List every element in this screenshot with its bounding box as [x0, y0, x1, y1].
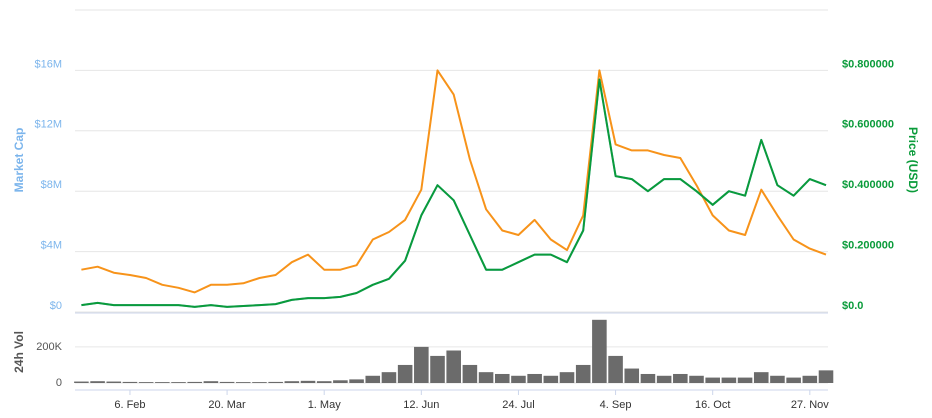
volume-axis-title: 24h Vol [12, 331, 26, 373]
y2-tick-label: $0.200000 [842, 240, 894, 252]
volume-bar [300, 380, 316, 383]
volume-bar [673, 373, 688, 383]
x-tick-label: 12. Jun [403, 399, 439, 411]
x-tick-label: 4. Sep [600, 399, 632, 411]
volume-bar [316, 381, 332, 383]
volume-bar [640, 373, 656, 383]
volume-bar [122, 381, 138, 383]
x-tick-label: 24. Jul [502, 399, 534, 411]
series-line [81, 78, 827, 308]
volume-bar [818, 370, 834, 383]
volume-bar [171, 382, 186, 383]
volume-bar [770, 375, 785, 383]
y-tick-label: $16M [34, 58, 62, 70]
volume-bar [381, 372, 397, 383]
y2-tick-label: $0.400000 [842, 179, 894, 191]
volume-bar [414, 346, 429, 383]
y-tick-label: $8M [41, 179, 62, 191]
x-tick-label: 16. Oct [695, 399, 730, 411]
volume-bar [608, 355, 623, 383]
volume-bar [138, 382, 154, 383]
y-axis-title: Market Cap [12, 128, 26, 193]
series-line [81, 78, 827, 308]
volume-bar [365, 375, 381, 383]
volume-bar [235, 382, 251, 383]
volume-bar [462, 364, 478, 383]
y2-tick-label: $0.0 [842, 300, 863, 312]
volume-bar [753, 372, 769, 383]
volume-bar [268, 381, 283, 383]
volume-bar [284, 381, 300, 383]
volume-bar [705, 377, 720, 383]
volume-bar [689, 375, 704, 383]
x-tick-label: 6. Feb [114, 399, 145, 411]
volume-bar [656, 375, 672, 383]
y-tick-label: $4M [41, 240, 62, 252]
volume-tick-label: 200K [36, 341, 62, 353]
volume-tick-label: 0 [56, 377, 62, 389]
volume-bar [397, 364, 413, 383]
volume-bar [802, 375, 818, 383]
volume-bar [559, 372, 575, 383]
volume-bar [106, 381, 122, 383]
volume-bar [737, 377, 753, 383]
volume-bar [74, 381, 89, 383]
volume-bar [543, 375, 559, 383]
volume-bar [592, 319, 607, 383]
volume-bar [624, 368, 640, 383]
volume-bar [786, 377, 801, 383]
y2-tick-label: $0.800000 [842, 58, 894, 70]
volume-bar [219, 381, 235, 383]
volume-bar [155, 382, 170, 383]
x-tick-label: 27. Nov [791, 399, 829, 411]
volume-bar [511, 375, 526, 383]
volume-bar [478, 372, 494, 383]
volume-bar [187, 381, 202, 383]
y2-axis-title: Price (USD) [906, 127, 920, 193]
volume-bar [575, 364, 591, 383]
volume-bar [446, 350, 461, 383]
y2-tick-label: $0.600000 [842, 119, 894, 131]
volume-bar [349, 379, 364, 383]
volume-bar [333, 380, 348, 383]
x-tick-label: 1. May [308, 399, 342, 411]
volume-bar [527, 373, 542, 383]
volume-bar [203, 381, 219, 383]
volume-bar [721, 377, 737, 383]
x-tick-label: 20. Mar [208, 399, 246, 411]
volume-bar [90, 381, 105, 383]
y-tick-label: $0 [50, 300, 62, 312]
volume-bar [430, 355, 445, 383]
volume-bar [252, 382, 267, 383]
volume-bar [494, 373, 510, 383]
series-line [81, 69, 827, 294]
y-tick-label: $12M [34, 119, 62, 131]
